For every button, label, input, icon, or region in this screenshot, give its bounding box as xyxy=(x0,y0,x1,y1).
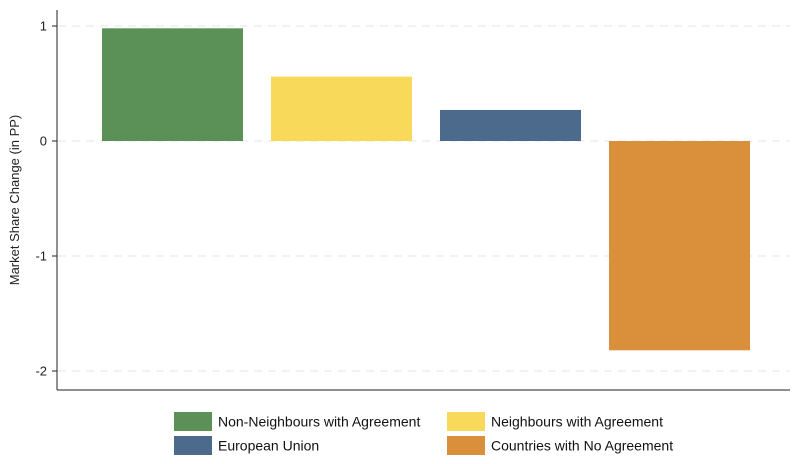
legend-swatch xyxy=(447,412,485,431)
legend-swatch xyxy=(174,412,212,431)
bar xyxy=(271,76,412,141)
bar xyxy=(609,141,750,351)
bars xyxy=(102,28,750,351)
bar xyxy=(102,28,243,141)
bar xyxy=(440,109,581,141)
legend-label: Neighbours with Agreement xyxy=(491,414,663,430)
y-axis: Market Share Change (in PP) 1 0 -1 -2 xyxy=(7,10,790,391)
legend-swatch xyxy=(174,436,212,455)
y-tick-label: 0 xyxy=(40,134,47,149)
y-tick-label: 1 xyxy=(40,19,47,34)
y-tick-label: -1 xyxy=(35,249,47,264)
legend-label: European Union xyxy=(218,438,319,454)
y-tick-label: -2 xyxy=(35,364,47,379)
legend-label: Countries with No Agreement xyxy=(491,438,673,454)
legend: Non-Neighbours with Agreement Neighbours … xyxy=(174,412,673,455)
legend-label: Non-Neighbours with Agreement xyxy=(218,414,420,430)
y-axis-title: Market Share Change (in PP) xyxy=(7,115,22,286)
legend-swatch xyxy=(447,436,485,455)
